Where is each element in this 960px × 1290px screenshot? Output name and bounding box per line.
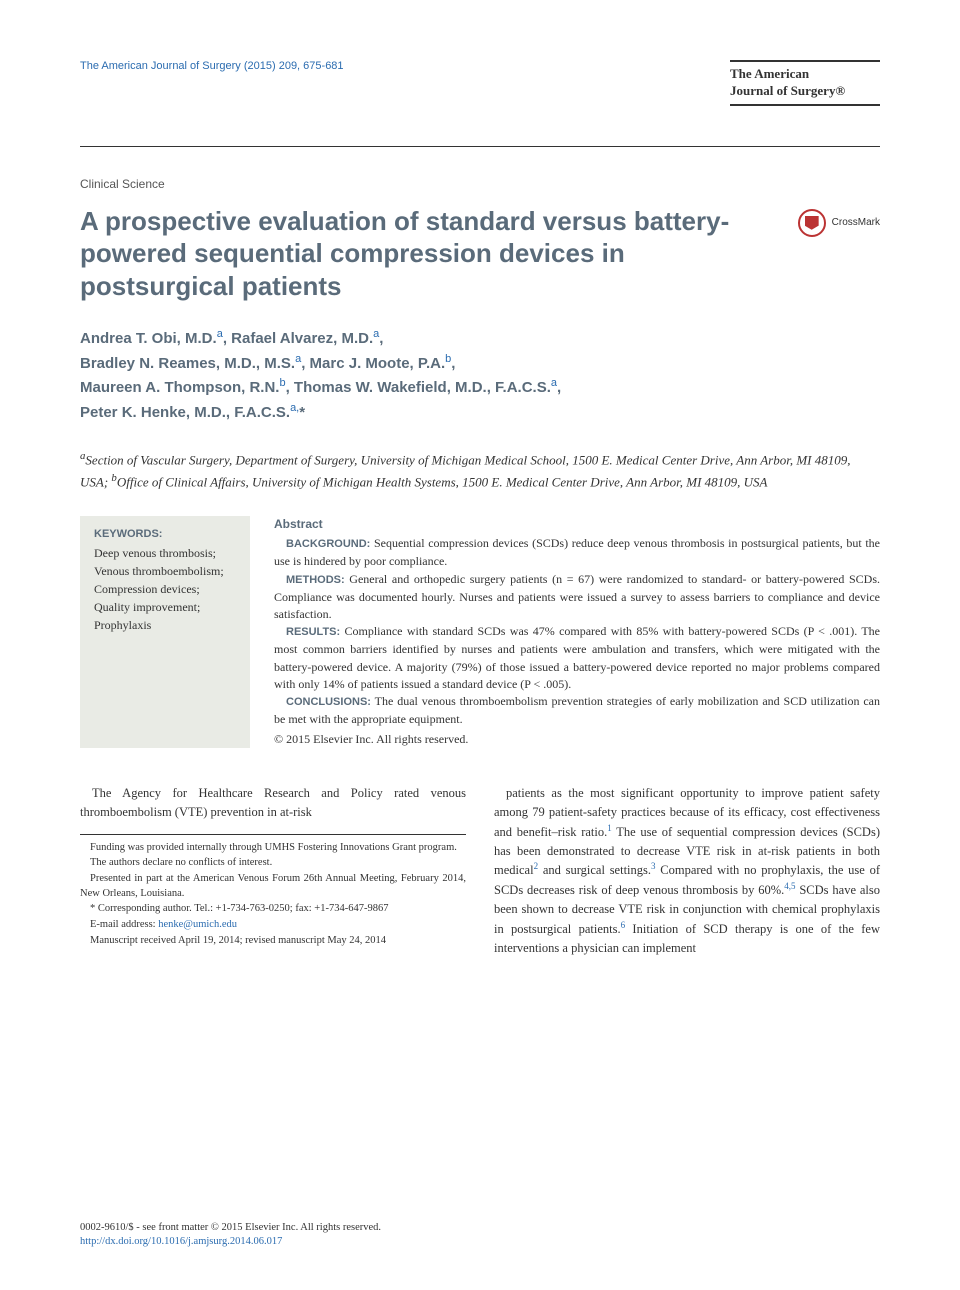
methods-head: METHODS: xyxy=(286,574,345,586)
page-footer: 0002-9610/$ - see front matter © 2015 El… xyxy=(80,1221,381,1250)
footnote-email: E-mail address: henke@umich.edu xyxy=(80,918,466,933)
body-column-right: patients as the most significant opportu… xyxy=(494,784,880,957)
email-label: E-mail address: xyxy=(90,919,158,930)
footnote-corresponding: * Corresponding author. Tel.: +1-734-763… xyxy=(80,902,466,917)
abstract-copyright: © 2015 Elsevier Inc. All rights reserved… xyxy=(274,731,880,748)
body-columns: The Agency for Healthcare Research and P… xyxy=(80,784,880,957)
journal-header: The American Journal of Surgery (2015) 2… xyxy=(80,60,880,106)
methods-text: General and orthopedic surgery patients … xyxy=(274,572,880,621)
title-row: A prospective evaluation of standard ver… xyxy=(80,205,880,327)
crossmark-icon xyxy=(798,209,826,237)
footnote-conflicts: The authors declare no conflicts of inte… xyxy=(80,856,466,871)
body-left-para: The Agency for Healthcare Research and P… xyxy=(80,784,466,822)
keywords-box: KEYWORDS: Deep venous thrombosis; Venous… xyxy=(80,516,250,748)
keywords-label: KEYWORDS: xyxy=(94,528,236,540)
footnote-presented: Presented in part at the American Venous… xyxy=(80,872,466,901)
crossmark-label: CrossMark xyxy=(832,217,880,228)
authors-list: Andrea T. Obi, M.D.a, Rafael Alvarez, M.… xyxy=(80,326,880,424)
journal-citation: The American Journal of Surgery (2015) 2… xyxy=(80,60,344,72)
footer-front-matter: 0002-9610/$ - see front matter © 2015 El… xyxy=(80,1221,381,1236)
footnote-manuscript: Manuscript received April 19, 2014; revi… xyxy=(80,934,466,949)
doi-link[interactable]: http://dx.doi.org/10.1016/j.amjsurg.2014… xyxy=(80,1236,282,1247)
crossmark-badge[interactable]: CrossMark xyxy=(798,209,880,237)
email-link[interactable]: henke@umich.edu xyxy=(158,919,237,930)
divider-top xyxy=(80,146,880,147)
keywords-list: Deep venous thrombosis; Venous thromboem… xyxy=(94,544,236,634)
footnotes: Funding was provided internally through … xyxy=(80,834,466,949)
abstract-background: BACKGROUND: Sequential compression devic… xyxy=(274,535,880,570)
journal-name-line2: Journal of Surgery® xyxy=(730,83,880,100)
abstract-row: KEYWORDS: Deep venous thrombosis; Venous… xyxy=(80,516,880,748)
results-text: Compliance with standard SCDs was 47% co… xyxy=(274,624,880,691)
abstract-block: Abstract BACKGROUND: Sequential compress… xyxy=(274,516,880,748)
body-column-left: The Agency for Healthcare Research and P… xyxy=(80,784,466,957)
abstract-heading: Abstract xyxy=(274,516,880,533)
journal-name-block: The American Journal of Surgery® xyxy=(730,60,880,106)
section-label: Clinical Science xyxy=(80,177,880,191)
conclusions-head: CONCLUSIONS: xyxy=(286,696,371,708)
results-head: RESULTS: xyxy=(286,626,340,638)
abstract-results: RESULTS: Compliance with standard SCDs w… xyxy=(274,623,880,693)
article-title: A prospective evaluation of standard ver… xyxy=(80,205,778,303)
abstract-conclusions: CONCLUSIONS: The dual venous thromboembo… xyxy=(274,693,880,728)
body-right-para: patients as the most significant opportu… xyxy=(494,784,880,957)
background-head: BACKGROUND: xyxy=(286,538,370,550)
abstract-methods: METHODS: General and orthopedic surgery … xyxy=(274,571,880,624)
affiliations: aSection of Vascular Surgery, Department… xyxy=(80,448,880,492)
journal-name-line1: The American xyxy=(730,66,880,83)
footnote-funding: Funding was provided internally through … xyxy=(80,841,466,856)
